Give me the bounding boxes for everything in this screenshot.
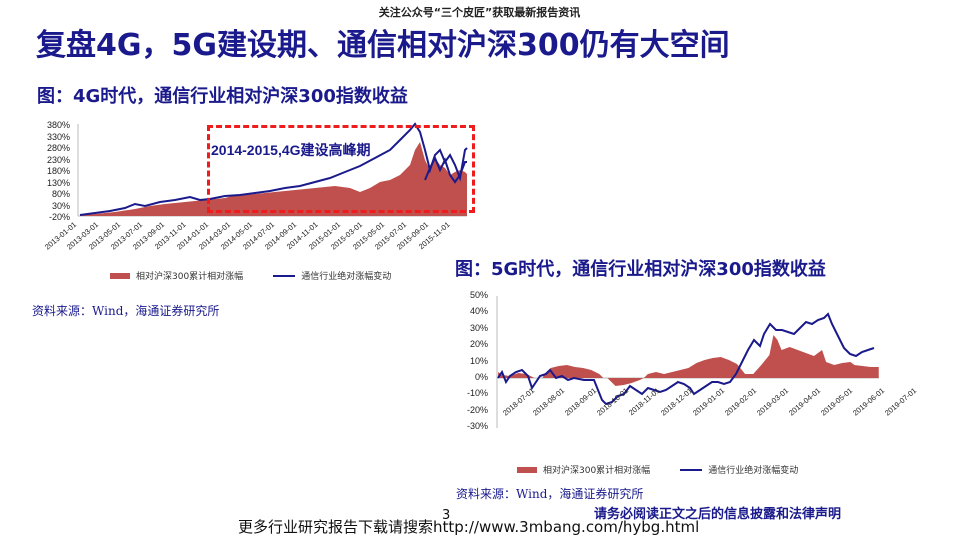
y-tick: 130% — [46, 177, 70, 188]
y-tick: 230% — [46, 154, 70, 165]
figure1-title: 图：4G时代，通信行业相对沪深300指数收益 — [37, 86, 408, 107]
highlight-box — [207, 125, 475, 213]
legend-swatch-line — [680, 468, 703, 471]
y-tick: 330% — [46, 131, 70, 142]
figure1-chart: 380% 330% 280% 230% 180% 130% 80% 30% -2… — [30, 120, 475, 270]
y-tick: -10% — [466, 388, 488, 399]
x-tick: 2019-07-01 — [882, 386, 919, 418]
y-tick: 20% — [469, 339, 488, 350]
legend-label: 通信行业绝对涨幅变动 — [301, 272, 392, 282]
x-tick: 2018-12-01 — [658, 386, 695, 418]
y-tick: -30% — [466, 421, 488, 432]
x-tick: 2019-02-01 — [722, 386, 759, 418]
y-tick: -20% — [466, 404, 488, 415]
y-tick: 380% — [46, 120, 70, 130]
highlight-annotation: 2014-2015,4G建设高峰期 — [211, 142, 371, 158]
legend-label: 通信行业绝对涨幅变动 — [708, 466, 799, 476]
figure1-x-axis: 2013-01-01 2013-03-01 2013-05-01 2013-07… — [30, 220, 475, 270]
figure2-legend: 相对沪深300累计相对涨幅 通信行业绝对涨幅变动 — [517, 463, 798, 476]
y-tick: 30% — [51, 200, 70, 211]
footer-link[interactable]: 更多行业研究报告下载请搜索http://www.3mbang.com/hybg.… — [238, 518, 700, 536]
y-tick: 80% — [51, 189, 70, 199]
slide-title: 复盘4G，5G建设期、通信相对沪深300仍有大空间 — [36, 28, 730, 63]
y-tick: 280% — [46, 143, 70, 153]
y-tick: 40% — [469, 306, 488, 317]
legend-swatch-area — [517, 466, 537, 473]
x-tick: 2018-11-01 — [626, 386, 662, 418]
figure2-x-axis: 2018-07-01 2018-08-01 2018-09-01 2018-10… — [494, 386, 918, 436]
x-tick: 2018-10-01 — [594, 386, 631, 418]
x-tick: 2019-01-01 — [690, 386, 727, 418]
figure1-source: 资料来源：Wind，海通证券研究所 — [32, 304, 220, 318]
x-tick: 2018-08-01 — [530, 386, 567, 418]
figure1-plot — [77, 122, 468, 217]
page-number: 3 — [442, 508, 451, 523]
y-tick: 180% — [46, 166, 70, 176]
x-tick: 2019-04-01 — [786, 386, 823, 418]
legend-swatch-line — [273, 274, 296, 277]
legend-label: 相对沪深300累计相对涨幅 — [543, 466, 651, 476]
top-notice: 关注公众号“三个皮匠”获取最新报告资讯 — [378, 6, 581, 19]
x-tick: 2018-09-01 — [562, 386, 599, 418]
figure2-plot — [496, 296, 879, 428]
disclaimer: 请务必阅读正文之后的信息披露和法律声明 — [594, 507, 842, 522]
y-tick: -20% — [48, 212, 70, 222]
x-tick: 2018-07-01 — [500, 386, 537, 418]
x-tick: 2019-06-01 — [850, 386, 887, 418]
y-tick: 10% — [469, 355, 488, 366]
figure2-source: 资料来源：Wind，海通证券研究所 — [456, 487, 644, 501]
figure2-chart: 50% 40% 30% 20% 10% 0% -10% -20% -30% 20… — [450, 290, 918, 450]
y-tick: 0% — [474, 372, 488, 382]
x-tick: 2019-05-01 — [818, 386, 855, 418]
legend-swatch-area — [110, 272, 130, 279]
legend-label: 相对沪深300累计相对涨幅 — [136, 272, 244, 282]
x-tick: 2019-03-01 — [754, 386, 791, 418]
y-tick: 50% — [469, 290, 488, 300]
y-tick: 30% — [469, 322, 488, 333]
figure1-legend: 相对沪深300累计相对涨幅 通信行业绝对涨幅变动 — [110, 269, 391, 282]
figure2-title: 图：5G时代，通信行业相对沪深300指数收益 — [455, 259, 826, 280]
